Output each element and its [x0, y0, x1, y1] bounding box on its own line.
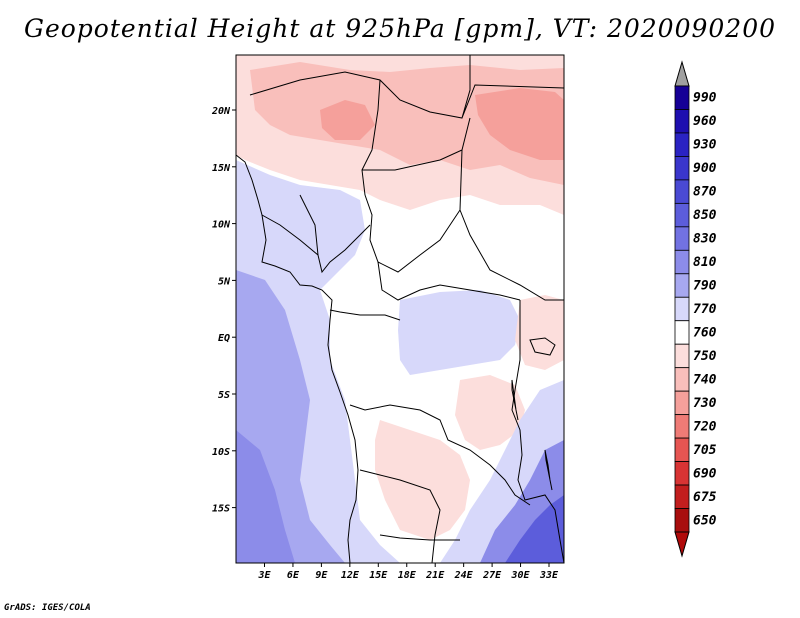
- coastline: [236, 154, 359, 563]
- lat-label: 10N: [212, 220, 231, 231]
- lon-label: 24E: [454, 570, 474, 581]
- colorbar-under-triangle: [674, 531, 690, 558]
- colorbar-swatch: [674, 484, 690, 509]
- colorbar-swatch: [674, 390, 690, 416]
- lat-label: 10S: [212, 447, 230, 458]
- colorbar-label: 830: [693, 232, 717, 247]
- colorbar-swatch: [674, 367, 690, 392]
- colorbar-swatch: [674, 226, 690, 251]
- colorbar-swatch: [674, 109, 690, 134]
- colorbar-label: 810: [693, 255, 717, 270]
- colorbar-label: 850: [693, 208, 717, 223]
- boundaries: [236, 55, 564, 563]
- colorbar-swatch: [674, 461, 690, 486]
- lake-tanganyika: [511, 379, 519, 421]
- lon-label: 21E: [425, 570, 445, 581]
- map-frame: [235, 54, 565, 564]
- colorbar-label: 730: [693, 396, 717, 411]
- colorbar-label: 760: [693, 325, 717, 340]
- colorbar-label: 675: [693, 490, 717, 505]
- field-blue-west-deep: [236, 430, 295, 563]
- height-field: [236, 55, 564, 563]
- lat-label: 15N: [212, 163, 231, 174]
- colorbar-label: 790: [693, 279, 717, 294]
- lat-label: 15S: [212, 504, 230, 515]
- colorbar-swatch: [674, 249, 690, 275]
- field-pink-north-darker: [250, 62, 564, 185]
- colorbar-label: 705: [693, 443, 717, 458]
- grads-credit: GrADS: IGES/COLA: [4, 603, 91, 613]
- lon-label: 3E: [257, 570, 271, 581]
- lat-label: 5S: [218, 390, 230, 401]
- lake-malawi: [544, 449, 553, 491]
- lat-label: 20N: [211, 106, 231, 117]
- colorbar-label: 930: [693, 138, 717, 153]
- colorbar-label: 720: [693, 419, 717, 434]
- colorbar-over-triangle: [674, 60, 690, 87]
- lon-label: 6E: [287, 570, 300, 581]
- border-central: [364, 149, 564, 301]
- plot-title: Geopotential Height at 925hPa [gpm], VT:…: [23, 14, 777, 43]
- lon-label: 18E: [398, 570, 417, 581]
- lat-label: EQ: [218, 333, 230, 344]
- field-pink-south: [375, 375, 525, 540]
- lon-label: 9E: [315, 570, 328, 581]
- colorbar-label: 650: [693, 513, 717, 528]
- colorbar-label: 960: [693, 114, 717, 129]
- colorbar-swatch: [674, 273, 690, 298]
- colorbar-label: 740: [693, 372, 717, 387]
- field-pink-north-darkest: [320, 88, 564, 160]
- colorbar-swatch: [674, 343, 690, 369]
- longitude-axis: 3E 6E 9E 12E 15E 18E 21E 24E 27E 30E 33E: [257, 563, 559, 581]
- colorbar-label: 870: [693, 185, 717, 200]
- colorbar-swatch: [674, 320, 690, 345]
- colorbar-label: 990: [693, 91, 717, 106]
- field-blue-southeast-deep: [505, 495, 564, 563]
- colorbar-label: 900: [693, 161, 717, 176]
- border-west: [261, 194, 401, 321]
- colorbar-swatch: [674, 179, 690, 204]
- lon-label: 12E: [341, 570, 360, 581]
- colorbar-swatch: [674, 156, 690, 181]
- latitude-axis: 20N 15N 10N 5N EQ 5S 10S 15S: [211, 106, 236, 515]
- lon-label: 15E: [369, 570, 388, 581]
- colorbar-swatch: [674, 202, 690, 228]
- lon-label: 30E: [511, 570, 531, 581]
- colorbar-swatch: [674, 437, 690, 462]
- colorbar-label: 770: [693, 302, 717, 317]
- colorbar-swatch: [674, 85, 690, 110]
- lake-victoria: [529, 337, 556, 356]
- colorbar-label: 690: [693, 466, 717, 481]
- colorbar: 990 960 930 900 870 850 830 810 790 770 760 750 740 7…: [674, 60, 717, 558]
- colorbar-swatch: [674, 296, 690, 322]
- lon-label: 33E: [539, 570, 559, 581]
- border-north: [249, 55, 564, 196]
- colorbar-swatch: [674, 508, 690, 533]
- colorbar-label: 750: [693, 349, 717, 364]
- colorbar-swatch: [674, 414, 690, 439]
- lat-label: 5N: [218, 276, 231, 287]
- field-blue-congo: [398, 290, 520, 375]
- colorbar-swatch: [674, 132, 690, 157]
- lon-label: 27E: [482, 570, 502, 581]
- border-south: [349, 300, 564, 563]
